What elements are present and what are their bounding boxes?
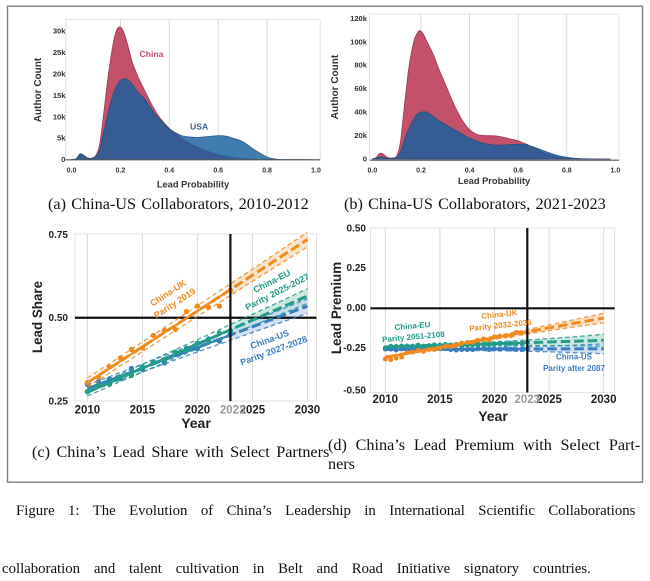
svg-text:2020: 2020 [482, 394, 508, 406]
svg-text:Parity after 2087: Parity after 2087 [543, 364, 605, 373]
svg-text:100k: 100k [350, 37, 368, 46]
svg-text:China: China [140, 49, 164, 59]
svg-text:0.00: 0.00 [347, 303, 367, 314]
svg-text:-0.50: -0.50 [343, 386, 366, 397]
svg-text:Year: Year [478, 408, 508, 424]
svg-text:Lead Probability: Lead Probability [157, 180, 230, 190]
svg-text:2020: 2020 [185, 405, 211, 417]
svg-text:0.8: 0.8 [562, 168, 572, 175]
svg-text:5k: 5k [57, 134, 66, 143]
svg-text:2015: 2015 [427, 394, 453, 406]
svg-text:2025: 2025 [536, 394, 562, 406]
svg-text:2010: 2010 [373, 394, 399, 406]
svg-text:China-EU: China-EU [394, 320, 431, 332]
svg-text:0.25: 0.25 [347, 263, 367, 274]
svg-text:120k: 120k [350, 14, 368, 23]
svg-text:China-US: China-US [556, 353, 593, 362]
svg-text:20k: 20k [53, 70, 66, 79]
svg-text:0.2: 0.2 [416, 168, 426, 175]
svg-text:China-UK: China-UK [481, 308, 518, 321]
svg-text:0.50: 0.50 [49, 313, 69, 324]
svg-text:Lead Probability: Lead Probability [458, 176, 531, 186]
svg-text:0: 0 [363, 155, 367, 164]
svg-text:0.0: 0.0 [368, 168, 378, 175]
svg-text:Year: Year [181, 415, 211, 431]
svg-text:80k: 80k [354, 61, 367, 70]
svg-text:2023: 2023 [515, 394, 541, 406]
svg-text:Author Count: Author Count [33, 57, 44, 122]
svg-text:2010: 2010 [75, 405, 101, 417]
svg-text:2030: 2030 [295, 405, 321, 417]
svg-text:Lead Share: Lead Share [30, 281, 45, 353]
svg-text:0.4: 0.4 [164, 168, 174, 175]
svg-text:15k: 15k [53, 91, 66, 100]
svg-text:2030: 2030 [591, 394, 617, 406]
svg-text:25k: 25k [53, 48, 66, 57]
svg-text:0: 0 [61, 155, 65, 164]
svg-text:USA: USA [190, 122, 208, 132]
svg-text:Author Count: Author Count [330, 54, 341, 119]
svg-text:60k: 60k [354, 84, 367, 93]
svg-text:0.2: 0.2 [116, 168, 126, 175]
svg-text:0.6: 0.6 [513, 168, 523, 175]
svg-text:0.4: 0.4 [465, 168, 475, 175]
svg-text:Lead Premium: Lead Premium [329, 262, 344, 354]
svg-text:40k: 40k [354, 108, 367, 117]
svg-text:1.0: 1.0 [611, 168, 621, 175]
svg-text:2023: 2023 [220, 405, 246, 417]
svg-text:0.0: 0.0 [67, 168, 77, 175]
svg-text:2025: 2025 [240, 405, 266, 417]
svg-text:0.6: 0.6 [213, 168, 223, 175]
svg-text:2015: 2015 [130, 405, 156, 417]
svg-text:1.0: 1.0 [311, 168, 321, 175]
svg-text:0.75: 0.75 [49, 230, 69, 241]
svg-text:30k: 30k [53, 27, 66, 36]
svg-text:20k: 20k [354, 131, 367, 140]
svg-text:0.25: 0.25 [49, 397, 69, 408]
svg-text:0.50: 0.50 [347, 223, 367, 234]
svg-text:10k: 10k [53, 112, 66, 121]
svg-text:0.8: 0.8 [262, 168, 272, 175]
svg-text:-0.25: -0.25 [343, 343, 366, 354]
